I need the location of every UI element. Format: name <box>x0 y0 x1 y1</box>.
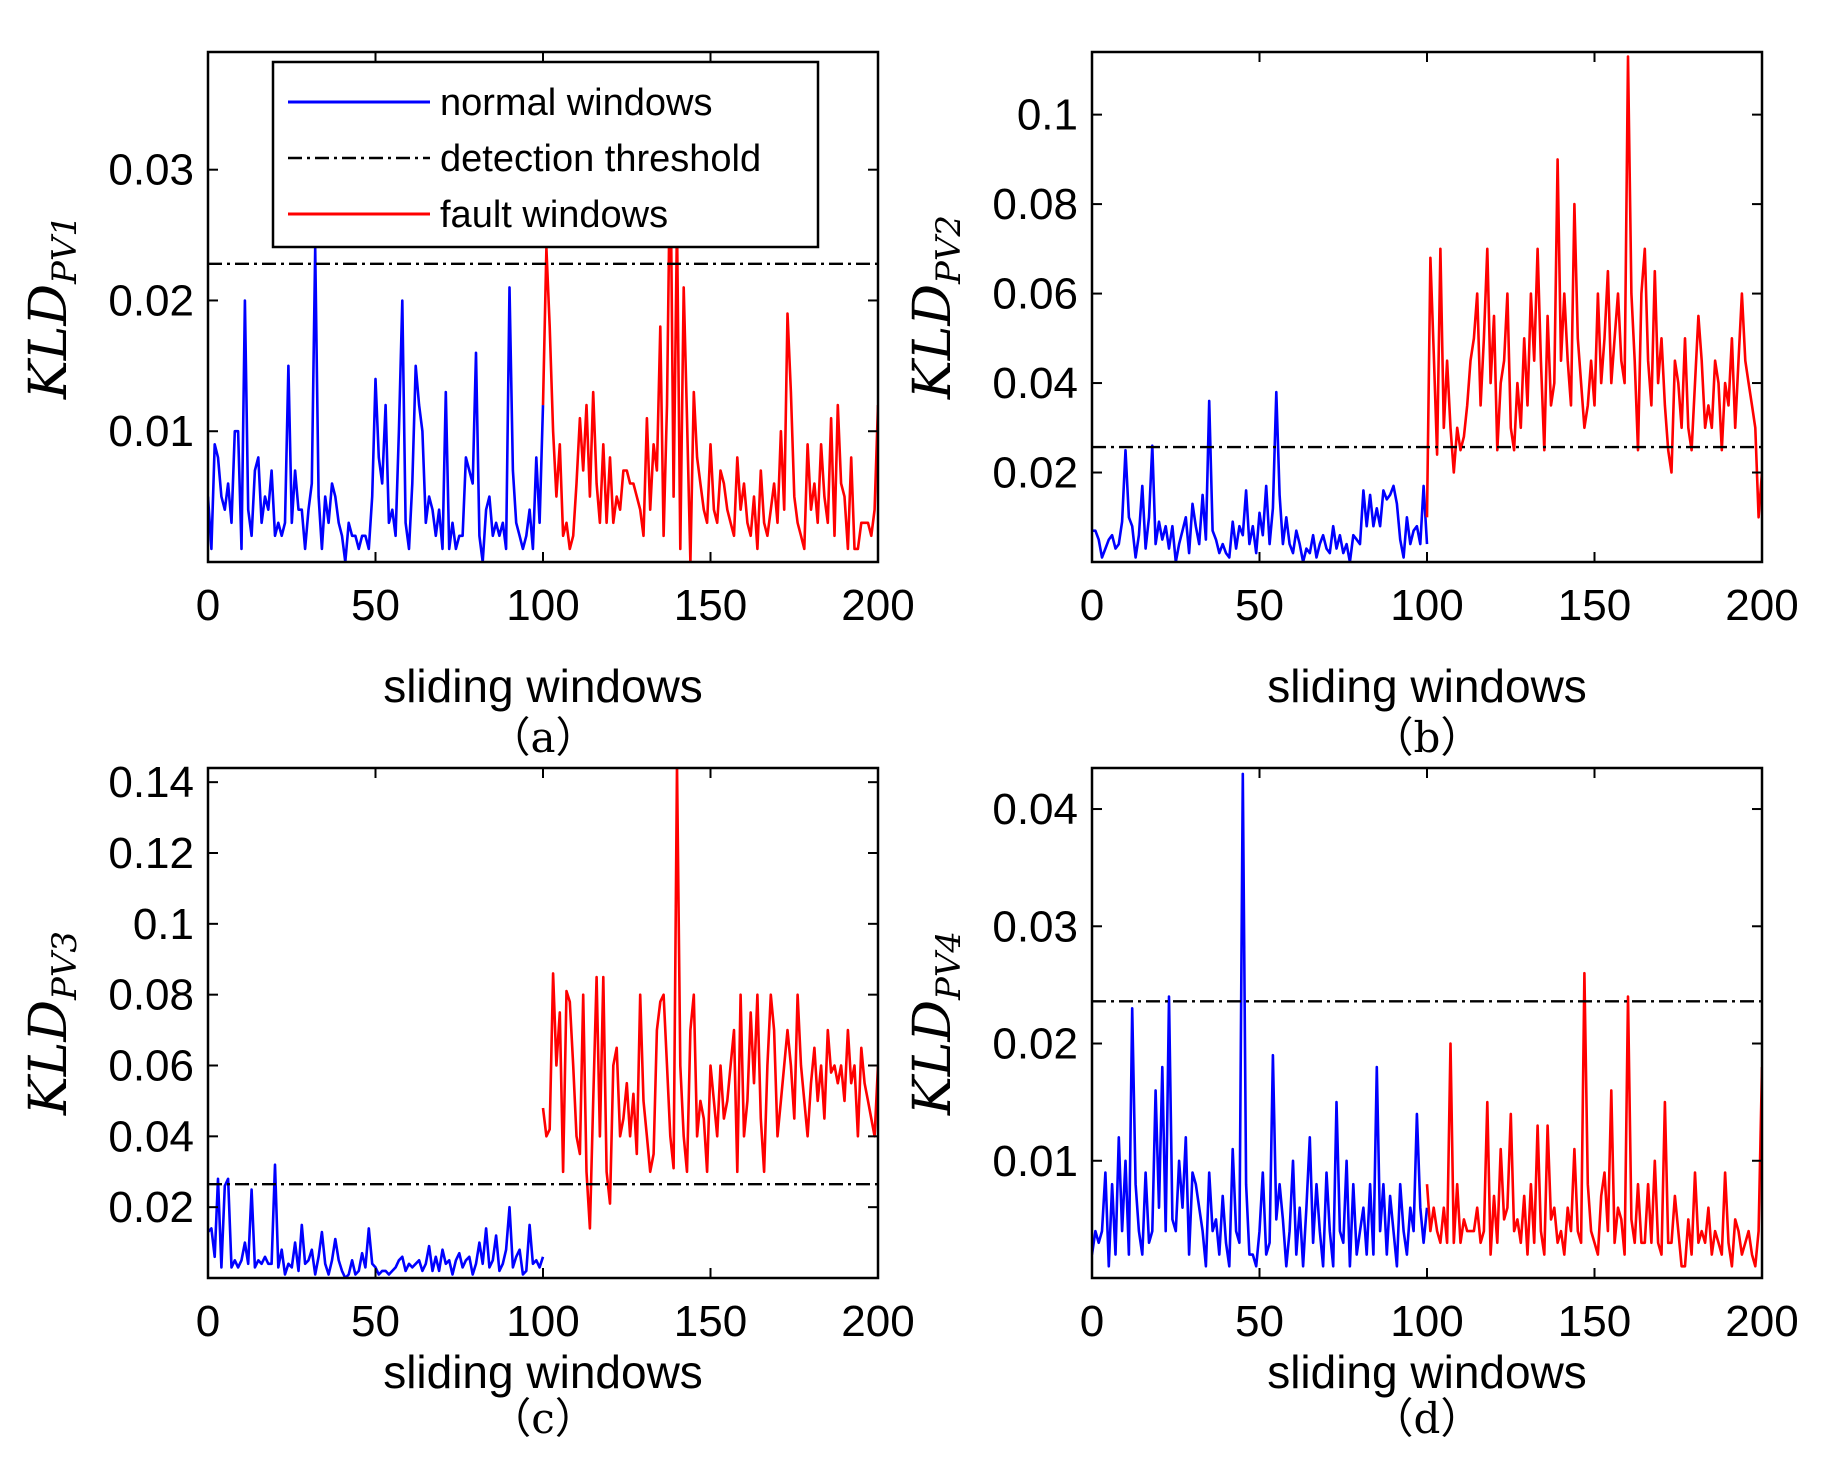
y-tick-label: 0.1 <box>133 900 194 949</box>
x-tick-label: 100 <box>506 1297 579 1346</box>
x-tick-label: 200 <box>841 581 914 630</box>
x-tick-label: 50 <box>351 581 400 630</box>
plot-area: 0 50 100 150 200 0.01 0.02 0.03 <box>108 50 915 630</box>
y-tick-label: 0.01 <box>992 1137 1078 1186</box>
y-tick-label: 0.14 <box>108 758 194 807</box>
plot-area: 0 50 100 150 200 0.02 0.04 0.06 0.08 0.1 <box>992 50 1799 630</box>
y-tick-label: 0.03 <box>992 902 1078 951</box>
panel-label: （d） <box>1372 1394 1483 1443</box>
x-tick-label: 200 <box>1725 581 1798 630</box>
y-tick-label: 0.03 <box>108 146 194 195</box>
x-tick-label: 0 <box>196 1297 220 1346</box>
x-tick-label: 0 <box>1080 1297 1104 1346</box>
legend: normal windows detection threshold fault… <box>271 60 820 249</box>
y-tick-label: 0.1 <box>1017 91 1078 140</box>
fault-windows-line <box>1425 55 1762 519</box>
x-tick-label: 150 <box>1558 581 1631 630</box>
legend-fault-label: fault windows <box>440 194 668 236</box>
x-tick-label: 150 <box>674 581 747 630</box>
y-tick-label: 0.02 <box>992 449 1078 498</box>
series-group <box>208 768 878 1278</box>
panel-label: （c） <box>489 1394 597 1443</box>
x-tick-label: 200 <box>1725 1297 1798 1346</box>
x-tick-label: 0 <box>196 581 220 630</box>
normal-windows-line <box>1092 772 1429 1268</box>
x-axis-label: sliding windows <box>1267 1346 1587 1398</box>
panel-c: 0 50 100 150 2000.020.040.060.080.10.120.14 … <box>19 758 915 1443</box>
x-tick-label: 150 <box>674 1297 747 1346</box>
y-tick-label: 0.02 <box>108 276 194 325</box>
y-tick-label: 0.02 <box>992 1020 1078 1069</box>
y-tick-label: 0.04 <box>108 1112 194 1161</box>
y-tick-label: 0.02 <box>108 1183 194 1232</box>
fault-windows-line <box>541 142 878 562</box>
normal-windows-line <box>208 246 545 562</box>
legend-normal-label: normal windows <box>440 82 712 124</box>
series-group <box>208 142 878 562</box>
plot-area: 0 50 100 150 200 0.02 0.04 0.06 0.08 0.1 0.12 0.14 <box>108 758 914 1346</box>
y-tick-label: 0.01 <box>108 407 194 456</box>
x-tick-label: 50 <box>1235 581 1284 630</box>
y-tick-label: 0.04 <box>992 359 1078 408</box>
y-axis-label: KLDPV3 <box>19 931 85 1116</box>
x-axis-label: sliding windows <box>383 660 703 712</box>
fault-windows-line <box>1425 971 1762 1268</box>
y-axis-label: KLDPV1 <box>19 215 85 400</box>
x-tick-label: 0 <box>1080 581 1104 630</box>
y-tick-label: 0.06 <box>992 270 1078 319</box>
panel-d: 0 50 100 150 200 0.01 0.02 0.03 0.04 sliding win… <box>903 766 1799 1443</box>
series-group <box>1092 55 1762 562</box>
x-tick-label: 200 <box>841 1297 914 1346</box>
x-tick-label: 50 <box>1235 1297 1284 1346</box>
x-axis-label: sliding windows <box>1267 660 1587 712</box>
panel-label: （a） <box>488 713 597 762</box>
normal-windows-line <box>208 1163 545 1278</box>
y-axis-label: KLDPV2 <box>903 215 969 400</box>
x-tick-label: 100 <box>1390 1297 1463 1346</box>
legend-box <box>271 60 820 249</box>
x-tick-label: 150 <box>1558 1297 1631 1346</box>
x-tick-label: 100 <box>506 581 579 630</box>
y-tick-label: 0.12 <box>108 829 194 878</box>
y-tick-label: 0.08 <box>108 971 194 1020</box>
axes-box <box>206 766 880 1280</box>
x-tick-label: 50 <box>351 1297 400 1346</box>
y-tick-label: 0.04 <box>992 785 1078 834</box>
series-group <box>1092 772 1762 1268</box>
y-tick-label: 0.08 <box>992 180 1078 229</box>
normal-windows-line <box>1092 390 1429 562</box>
fault-windows-line <box>541 768 878 1230</box>
x-tick-label: 100 <box>1390 581 1463 630</box>
plot-area: 0 50 100 150 200 0.01 0.02 0.03 0.04 <box>992 766 1799 1346</box>
y-tick-label: 0.06 <box>108 1042 194 1091</box>
legend-threshold-label: detection threshold <box>440 138 761 180</box>
panel-b: 0 50 100 150 200 0.02 0.04 0.06 0.08 0.1 sliding … <box>903 50 1799 762</box>
panel-label: （b） <box>1372 713 1483 762</box>
x-axis-label: sliding windows <box>383 1346 703 1398</box>
panel-a: 0 50 100 150 200 0.01 0.02 0.03 sliding windows… <box>19 50 915 762</box>
y-axis-label: KLDPV4 <box>903 931 969 1116</box>
